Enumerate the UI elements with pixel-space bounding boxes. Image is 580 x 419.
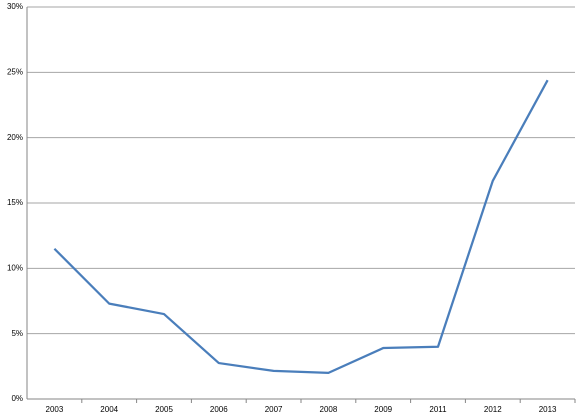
x-tick-label: 2003: [46, 405, 64, 414]
y-tick-label: 5%: [11, 329, 23, 338]
y-tick-label: 30%: [7, 2, 23, 11]
x-tick-label: 2011: [429, 405, 447, 414]
y-tick-label: 10%: [7, 263, 23, 272]
x-tick-label: 2008: [320, 405, 338, 414]
x-tick-label: 2005: [155, 405, 173, 414]
y-tick-label: 25%: [7, 67, 23, 76]
data-line: [53, 79, 549, 374]
y-tick-label: 15%: [7, 198, 23, 207]
y-tick-label: 0%: [11, 394, 23, 403]
x-tick-label: 2013: [539, 405, 557, 414]
x-tick-label: 2006: [210, 405, 228, 414]
x-tick-label: 2007: [265, 405, 283, 414]
y-tick-label: 20%: [7, 133, 23, 142]
x-tick-label: 2004: [100, 405, 118, 414]
x-tick-label: 2009: [374, 405, 392, 414]
x-tick-label: 2012: [484, 405, 502, 414]
